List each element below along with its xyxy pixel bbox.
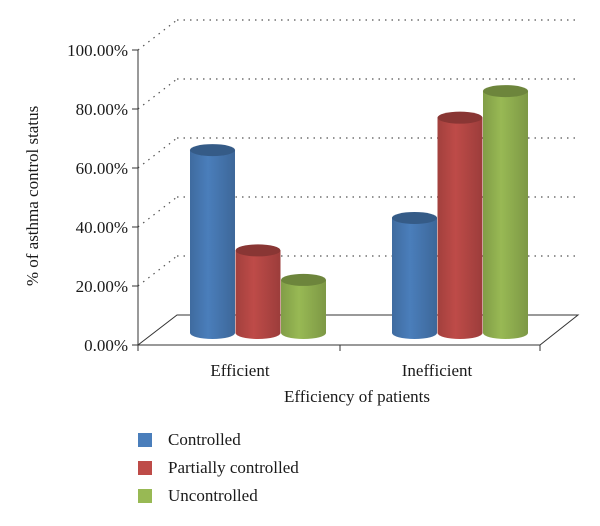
- legend-item: Partially controlled: [138, 454, 299, 482]
- gridline-diagonal: [137, 196, 178, 228]
- bar-partially-controlled-efficient: [235, 244, 281, 339]
- label-layer: 0.00% 20.00% 40.00% 60.00% 80.00% 100.00% Effi…: [23, 41, 473, 406]
- y-tick-label: 40.00%: [76, 218, 128, 237]
- bar-top: [483, 85, 528, 98]
- y-tick-label: 60.00%: [76, 159, 128, 178]
- x-tick-label: Efficient: [210, 361, 269, 380]
- bar-layer: [190, 85, 528, 340]
- bar-body: [235, 250, 281, 339]
- bar-controlled-inefficient: [392, 211, 437, 339]
- bar-top: [437, 111, 483, 124]
- bar-uncontrolled-efficient: [281, 273, 326, 339]
- gridline-diagonal: [137, 78, 178, 110]
- bar-partially-controlled-inefficient: [437, 111, 483, 340]
- bar-body: [483, 91, 528, 339]
- bar-body: [190, 150, 235, 339]
- floor-plane: [136, 314, 580, 346]
- x-axis-label: Efficiency of patients: [284, 387, 430, 406]
- legend-swatch: [138, 433, 152, 447]
- bar-body: [437, 117, 483, 340]
- y-tick-label: 80.00%: [76, 100, 128, 119]
- bar-top: [281, 273, 326, 286]
- legend-item: Uncontrolled: [138, 482, 299, 510]
- y-axis-label: % of asthma control status: [23, 106, 42, 286]
- gridline-diagonal: [137, 255, 178, 287]
- axis-layer: [132, 49, 580, 351]
- bar-top: [190, 144, 235, 157]
- x-tick-label: Inefficient: [402, 361, 473, 380]
- legend-swatch: [138, 461, 152, 475]
- bar-top: [392, 211, 437, 224]
- y-tick-label: 20.00%: [76, 277, 128, 296]
- bar-body: [281, 279, 326, 339]
- gridline-diagonal: [137, 19, 178, 51]
- y-tick-label: 0.00%: [84, 336, 128, 355]
- bar-body: [392, 217, 437, 339]
- bar-uncontrolled-inefficient: [483, 85, 528, 339]
- legend: Controlled Partially controlled Uncontroll…: [138, 426, 299, 510]
- bar-controlled-efficient: [190, 144, 235, 339]
- gridline-diagonal: [137, 137, 178, 169]
- legend-item: Controlled: [138, 426, 299, 454]
- legend-label: Controlled: [168, 430, 241, 449]
- legend-label: Uncontrolled: [168, 486, 258, 505]
- legend-swatch: [138, 489, 152, 503]
- legend-label: Partially controlled: [168, 458, 299, 477]
- y-tick-label: 100.00%: [67, 41, 128, 60]
- bar-top: [235, 244, 281, 257]
